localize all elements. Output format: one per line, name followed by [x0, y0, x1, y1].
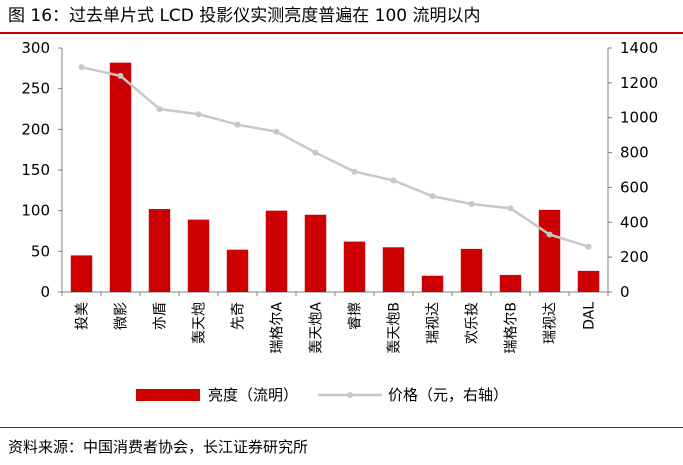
right-tick-label: 1400 [620, 39, 658, 57]
category-labels: 投美 微影 亦盾 轰天炮 先奇 瑞格尔A 轰天炮A 睿擦 轰天炮B 瑞视达 欢乐投 瑞格尔B 瑞视达 DA… [75, 302, 598, 354]
category-label: 瑞格尔A [270, 302, 286, 354]
price-point [546, 231, 553, 238]
price-point [351, 168, 358, 175]
price-series-line [81, 65, 589, 248]
category-label: 轰天炮A [308, 302, 325, 354]
brightness-bar [265, 210, 288, 292]
price-point [429, 193, 436, 200]
brightness-bar [421, 275, 444, 292]
price-point [195, 111, 202, 118]
category-label: 瑞视达 [543, 302, 559, 344]
price-point [468, 200, 475, 207]
category-label: 瑞视达 [426, 302, 442, 344]
left-tick-label: 300 [21, 39, 50, 57]
brightness-bars [70, 62, 600, 292]
category-label: DAL [582, 302, 598, 330]
left-tick-label: 50 [31, 242, 50, 260]
brightness-bar [109, 62, 132, 292]
brightness-bar [577, 270, 600, 292]
category-label: 先奇 [230, 302, 247, 330]
category-label: 轰天炮 [191, 302, 208, 344]
legend-bar-swatch [136, 389, 200, 401]
category-label: 欢乐投 [465, 302, 481, 344]
left-tick-label: 100 [21, 202, 50, 220]
left-tick-label: 150 [21, 161, 50, 179]
category-label: 瑞格尔B [504, 302, 520, 354]
category-label: 微影 [114, 302, 130, 330]
price-point [312, 149, 319, 156]
price-point [273, 128, 280, 135]
figure-title: 图 16：过去单片式 LCD 投影仪实测亮度普遍在 100 流明以内 [8, 6, 481, 26]
right-tick-label: 200 [620, 248, 649, 266]
brightness-bar [226, 249, 249, 292]
price-point [117, 72, 124, 79]
right-tick-label: 600 [620, 178, 649, 196]
price-point [234, 121, 241, 128]
left-tick-label: 250 [21, 80, 50, 98]
price-point [507, 205, 514, 212]
brightness-bar [538, 209, 561, 292]
category-label: 轰天炮B [386, 302, 403, 354]
brightness-bar [499, 274, 522, 292]
source-note: 资料来源：中国消费者协会，长江证券研究所 [8, 438, 309, 456]
right-tick-label: 400 [620, 213, 649, 231]
price-point [585, 243, 592, 250]
brightness-bar [343, 241, 366, 292]
brightness-bar [304, 214, 327, 292]
legend-line-label: 价格（元，右轴） [388, 386, 508, 404]
price-point [390, 177, 397, 184]
legend-line-marker [347, 392, 353, 398]
title-rule [0, 32, 683, 34]
left-tick-label: 0 [40, 283, 50, 301]
brightness-price-chart: 0 50 100 150 200 250 300 0 200 400 600 800 1000 1200 1… [21, 39, 658, 404]
price-point [78, 64, 85, 71]
legend-bar-label: 亮度（流明） [208, 386, 298, 404]
left-tick-label: 200 [21, 120, 50, 138]
brightness-bar [460, 248, 483, 292]
source-rule [0, 427, 683, 428]
brightness-bar [382, 247, 405, 292]
legend: 亮度（流明） 价格（元，右轴） [136, 386, 508, 404]
category-label: 亦盾 [153, 302, 169, 330]
chart-axes: 0 50 100 150 200 250 300 0 200 400 600 800 1000 1200 1… [21, 39, 658, 301]
right-tick-label: 800 [620, 144, 649, 162]
category-label: 睿擦 [347, 302, 364, 330]
brightness-bar [187, 219, 210, 292]
right-tick-label: 1000 [620, 109, 658, 127]
price-point [156, 106, 163, 112]
brightness-bar [148, 209, 171, 292]
right-tick-label: 1200 [620, 74, 658, 92]
category-label: 投美 [75, 302, 91, 330]
brightness-bar [70, 255, 93, 292]
price-line [78, 64, 592, 250]
right-tick-label: 0 [620, 283, 630, 301]
